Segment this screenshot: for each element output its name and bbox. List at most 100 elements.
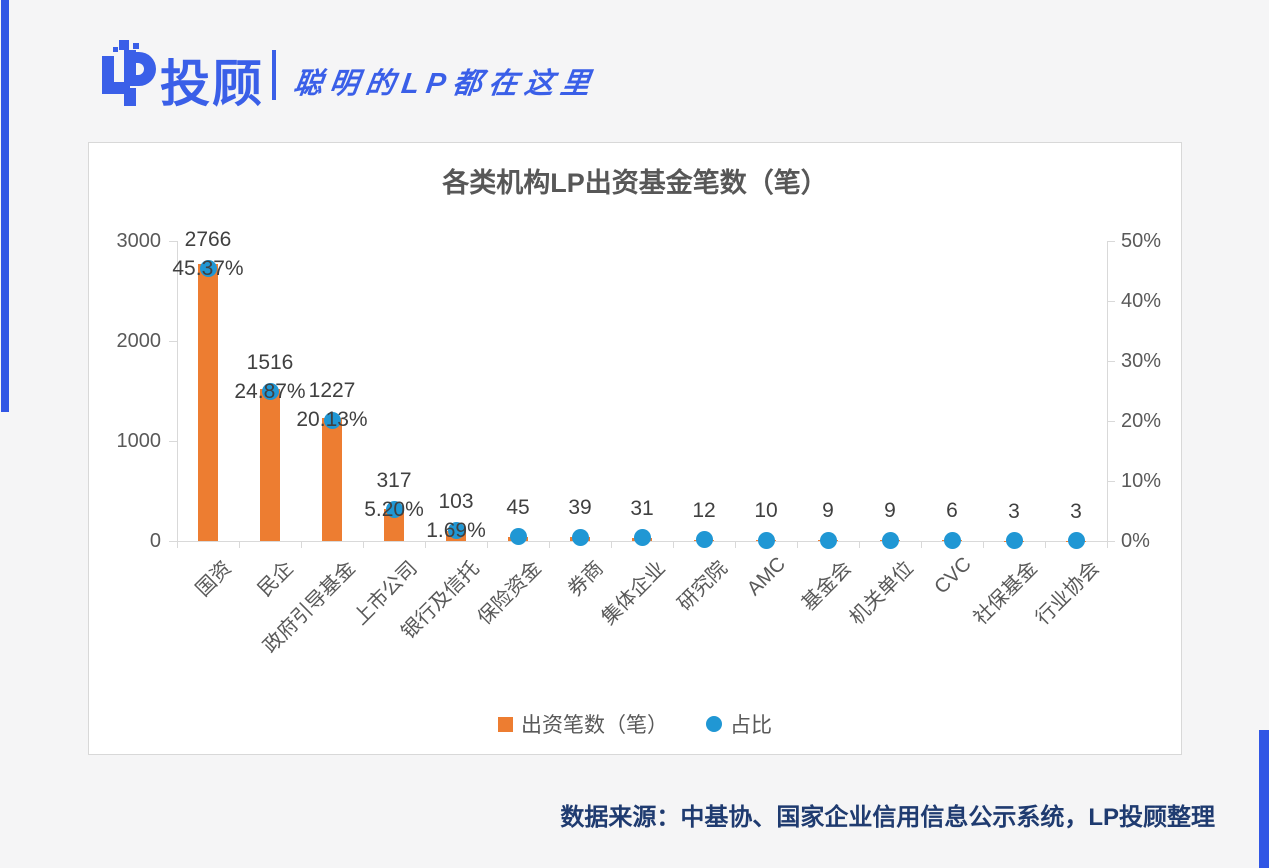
brand-slogan: 聪明的LP都在这里 [291,68,599,100]
right-axis-tick [1107,541,1115,542]
x-axis-tick [549,541,550,548]
left-axis-tick [169,241,177,242]
value-label: 12 [692,498,716,522]
value-label: 317 [376,468,412,492]
right-axis-tick-label: 40% [1121,290,1162,312]
value-label: 3 [1008,499,1020,523]
value-label: 39 [568,496,592,520]
x-axis-tick [797,541,798,548]
x-axis-tick [301,541,302,548]
bar [384,509,404,541]
value-label: 103 [438,489,474,513]
left-axis-tick-label: 2000 [116,330,162,352]
chart-title: 各类机构LP出资基金笔数（笔） [442,168,828,198]
x-axis-tick [1045,541,1046,548]
right-axis-tick [1107,481,1115,482]
dot [1067,532,1085,550]
lp-logo-icon [102,40,156,106]
value-label: 10 [754,499,778,523]
dot [571,528,589,546]
category-label: CVC [930,553,976,599]
right-axis-tick-label: 0% [1121,530,1150,552]
category-label: 机关单位 [845,557,918,630]
left-axis-line [177,241,178,541]
chart-legend: 出资笔数（笔） 占比 [89,709,1181,739]
dot [633,529,651,547]
dot-series-swatch [706,716,722,732]
value-label: 1516 [246,350,294,374]
right-axis-tick-label: 30% [1121,350,1162,372]
legend-label-dots: 占比 [730,714,772,737]
category-label: 保险资金 [473,557,546,630]
value-label: 9 [884,499,896,523]
right-accent-bar [1259,730,1269,868]
right-axis-tick-label: 20% [1121,410,1162,432]
bar [322,418,342,541]
x-axis-tick [425,541,426,548]
percent-label: 5.20% [364,497,424,521]
dot [447,522,465,540]
logo-separator [272,50,276,100]
category-label: 研究院 [673,557,732,616]
percent-label: 1.69% [426,518,486,542]
dot [695,531,713,549]
value-label: 1227 [308,379,356,403]
right-axis-tick [1107,241,1115,242]
dot [881,531,899,549]
bar [260,389,280,541]
x-axis-tick [177,541,178,548]
left-axis-tick-label: 3000 [116,230,162,252]
dot [1005,532,1023,550]
bar [198,264,218,541]
legend-label-bars: 出资笔数（笔） [521,714,668,737]
category-label: AMC [742,553,790,600]
category-label: 社保基金 [969,557,1042,630]
chart-card: 各类机构LP出资基金笔数（笔） 0 1000 2000 3000 0% 10% 20% 30%… [88,142,1182,755]
right-axis-tick-label: 50% [1121,230,1162,252]
left-axis-tick-label: 1000 [116,430,162,452]
left-axis-tick [169,441,177,442]
value-label: 31 [630,496,654,520]
value-label: 3 [1070,499,1082,523]
x-axis-tick [735,541,736,548]
dot [509,528,527,546]
dot [199,260,217,278]
percent-label: 45.37% [172,256,244,280]
x-axis-tick [239,541,240,548]
dot [943,531,961,549]
value-label: 2766 [184,227,232,251]
dot [323,411,341,429]
bar-series-swatch [498,716,513,732]
left-axis-tick-label: 0 [149,530,161,552]
percent-label: 20.13% [296,408,368,432]
x-axis-tick [983,541,984,548]
right-axis-tick [1107,421,1115,422]
x-axis-tick [487,541,488,548]
dot [757,531,775,549]
x-axis-tick [921,541,922,548]
right-axis-tick [1107,301,1115,302]
legend-item-bars: 出资笔数（笔） [498,709,668,739]
category-label: 券商 [563,557,608,602]
percent-label: 24.87% [234,379,306,403]
logo-wordmark: 投顾 [160,56,264,112]
dot [261,383,279,401]
left-accent-bar [1,0,9,412]
category-label: 行业协会 [1031,557,1104,630]
value-label: 6 [946,499,958,523]
legend-item-dots: 占比 [706,709,772,739]
dot [385,501,403,519]
left-axis-tick [169,341,177,342]
value-label: 9 [822,499,834,523]
x-axis-tick [611,541,612,548]
left-axis-tick [169,541,177,542]
chart-plot-area: 0 1000 2000 3000 0% 10% 20% 30% 40% 50% 2766 45.37%… [89,143,1181,754]
category-label: 民企 [253,557,298,602]
x-axis-tick [1107,541,1108,548]
value-label: 45 [506,495,530,519]
x-axis-tick [859,541,860,548]
right-axis-tick [1107,361,1115,362]
right-axis-line [1107,241,1108,541]
x-axis-tick [363,541,364,548]
x-axis-tick [673,541,674,548]
